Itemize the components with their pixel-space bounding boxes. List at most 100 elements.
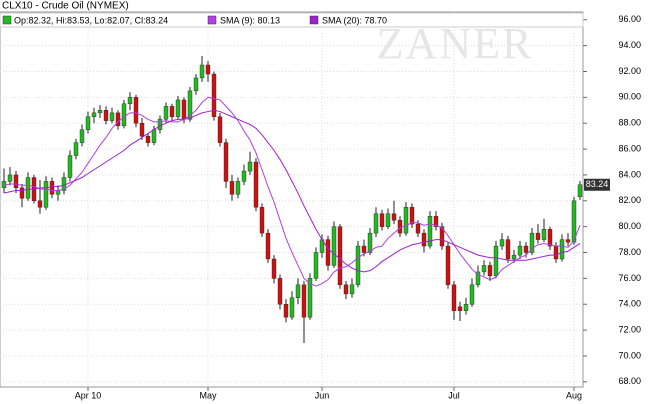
candle-body xyxy=(241,170,247,182)
ohlc-legend: Op:82.32, Hi:83.53, Lo:82.07, Cl:83.24 xyxy=(14,15,168,25)
y-tick-label: 80.00 xyxy=(618,221,641,231)
candle-body xyxy=(565,239,571,243)
candle-body xyxy=(43,181,49,208)
candle-body xyxy=(397,219,403,234)
x-tick-label: Aug xyxy=(566,390,582,400)
legend-label: SMA (20): 78.70 xyxy=(322,15,387,25)
candle-body xyxy=(283,304,289,318)
candle-body xyxy=(205,64,211,75)
candle-body xyxy=(217,116,223,143)
candle-body xyxy=(499,239,505,247)
candle-body xyxy=(487,265,493,276)
legend-swatch xyxy=(2,15,12,25)
chart-title: CLX10 - Crude Oil (NYMEX) xyxy=(2,1,129,12)
watermark: ZANER xyxy=(377,19,534,68)
y-tick-label: 94.00 xyxy=(618,40,641,50)
y-tick-label: 78.00 xyxy=(618,247,641,257)
y-tick-label: 68.00 xyxy=(618,376,641,386)
candle-body xyxy=(529,232,535,253)
candle-body xyxy=(169,106,175,117)
candle-body xyxy=(37,200,43,208)
candle-body xyxy=(85,116,91,130)
candle-body xyxy=(199,64,205,79)
candle-body xyxy=(139,123,145,137)
y-tick-label: 82.00 xyxy=(618,195,641,205)
y-tick-label: 70.00 xyxy=(618,350,641,360)
candle-body xyxy=(151,129,157,143)
candle-body xyxy=(187,90,193,120)
candle-body xyxy=(379,213,385,227)
candle-body xyxy=(511,254,517,260)
candle-body xyxy=(469,284,475,305)
candle-body xyxy=(157,119,163,130)
candle-body xyxy=(445,245,451,286)
candle-body xyxy=(115,112,121,126)
candle-body xyxy=(121,103,127,126)
candle-body xyxy=(259,207,265,234)
candle-body xyxy=(91,112,97,117)
candle-body xyxy=(391,213,397,221)
sma-line xyxy=(3,96,581,287)
candle-body xyxy=(55,190,61,195)
legend-band xyxy=(0,12,584,28)
candle-body xyxy=(439,226,445,247)
candle-body xyxy=(457,306,463,311)
candle-body xyxy=(25,177,31,199)
x-tick-label: Jun xyxy=(315,390,330,400)
candle-body xyxy=(493,245,499,276)
candle-body xyxy=(13,174,19,189)
candle-body xyxy=(163,106,169,120)
candle-body xyxy=(247,161,253,172)
candle-body xyxy=(67,155,73,178)
sma-line xyxy=(3,109,581,273)
candle-body xyxy=(481,265,487,273)
candle-body xyxy=(505,239,511,260)
y-tick-label: 74.00 xyxy=(618,299,641,309)
y-tick-label: 72.00 xyxy=(618,324,641,334)
candle-body xyxy=(451,284,457,311)
candle-body xyxy=(127,97,133,105)
candle-body xyxy=(181,99,187,120)
candle-body xyxy=(517,245,523,256)
candle-body xyxy=(403,207,409,234)
candle-body xyxy=(97,110,103,114)
candle-body xyxy=(211,73,217,117)
candle-body xyxy=(541,229,547,240)
x-tick-label: Apr 10 xyxy=(75,390,102,400)
y-tick-label: 92.00 xyxy=(618,66,641,76)
candle-body xyxy=(7,174,13,182)
candle-body xyxy=(373,213,379,234)
candle-body xyxy=(337,226,343,286)
candle-body xyxy=(523,245,529,253)
candle-body xyxy=(331,226,337,266)
x-tick-label: Jul xyxy=(448,390,460,400)
candle-body xyxy=(343,284,349,295)
plot-area xyxy=(0,11,584,388)
candle-body xyxy=(289,297,295,318)
candle-body xyxy=(103,110,109,121)
y-tick-label: 90.00 xyxy=(618,92,641,102)
candle-body xyxy=(415,223,421,234)
candle-body xyxy=(475,271,481,286)
candle-body xyxy=(367,232,373,253)
candle-body xyxy=(313,252,319,279)
last-price-tag xyxy=(584,178,610,191)
y-tick-label: 84.00 xyxy=(618,169,641,179)
candle-body xyxy=(553,245,559,260)
candle-body xyxy=(79,129,85,143)
y-tick-label: 86.00 xyxy=(618,143,641,153)
candle-body xyxy=(109,112,115,121)
candle-body xyxy=(223,142,229,182)
candle-body xyxy=(19,187,25,199)
candle-body xyxy=(433,216,439,227)
candle-body xyxy=(235,181,241,195)
candle-body xyxy=(265,232,271,260)
candle-body xyxy=(253,161,259,208)
legend-swatch xyxy=(207,15,217,25)
y-tick-label: 88.00 xyxy=(618,118,641,128)
candle-body xyxy=(559,239,565,260)
candle-body xyxy=(133,97,139,124)
candle-body xyxy=(361,245,367,253)
candle-body xyxy=(49,181,55,195)
